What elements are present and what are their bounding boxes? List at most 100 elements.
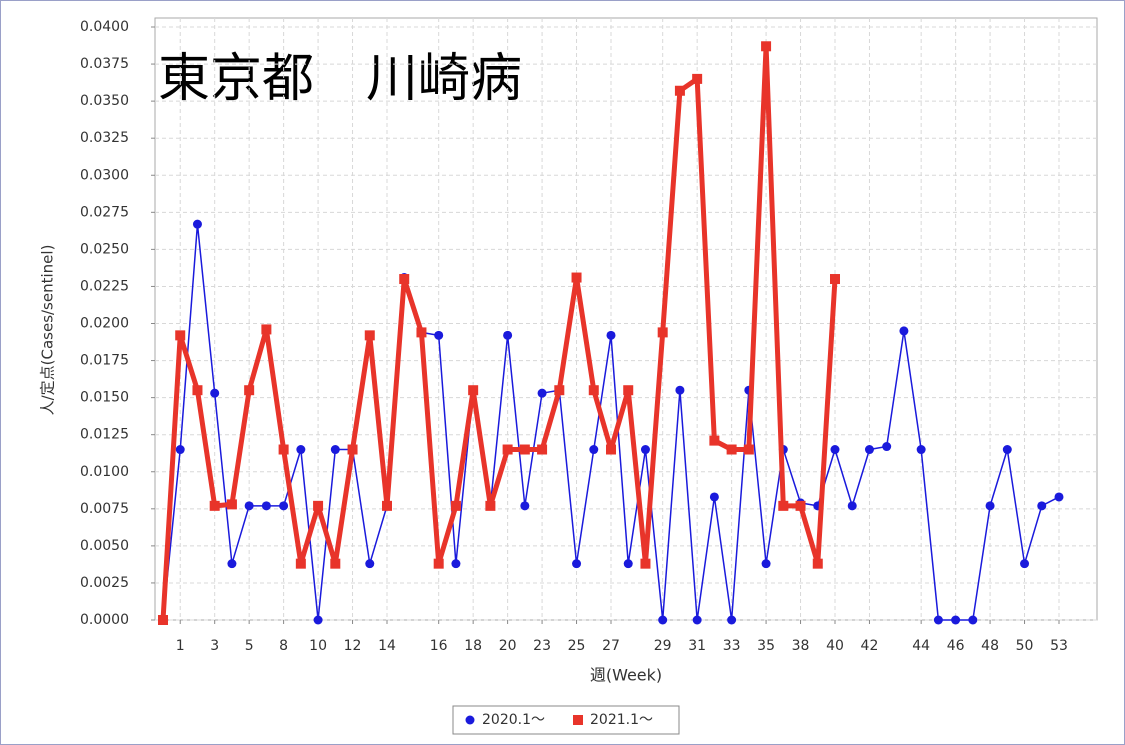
x-tick-label: 40 [826, 638, 844, 654]
marker [1002, 445, 1012, 455]
marker [606, 330, 616, 340]
marker [899, 326, 909, 336]
marker [175, 330, 186, 341]
marker [451, 559, 461, 569]
y-tick-label: 0.0275 [80, 204, 129, 220]
marker [434, 330, 444, 340]
chart-title: 東京都 川崎病 [158, 49, 522, 109]
x-tick-label: 10 [309, 638, 327, 654]
marker [175, 445, 185, 455]
marker [192, 219, 202, 229]
marker [709, 492, 719, 502]
y-tick-label: 0.0225 [80, 278, 129, 294]
marker [330, 445, 340, 455]
marker [572, 559, 582, 569]
marker [778, 500, 789, 511]
marker [985, 501, 995, 511]
marker [864, 445, 874, 455]
y-tick-label: 0.0200 [80, 316, 129, 332]
marker [830, 274, 840, 285]
marker [847, 501, 857, 511]
x-tick-label: 48 [981, 638, 999, 654]
x-tick-label: 46 [947, 638, 965, 654]
marker [968, 615, 978, 625]
y-tick-label: 0.0250 [80, 241, 129, 257]
x-tick-label: 25 [568, 638, 586, 654]
marker [502, 444, 513, 455]
marker [519, 444, 530, 455]
legend [452, 705, 680, 735]
x-tick-label: 23 [533, 638, 551, 654]
marker [951, 615, 961, 625]
x-tick-label: 14 [378, 638, 396, 654]
marker [244, 501, 254, 511]
marker [537, 444, 548, 455]
marker [640, 445, 650, 455]
y-tick-label: 0.0175 [80, 353, 129, 369]
marker [657, 327, 668, 338]
x-tick-label: 8 [279, 638, 288, 654]
marker [743, 444, 754, 455]
marker [399, 274, 410, 285]
marker [554, 385, 565, 396]
marker [261, 501, 271, 511]
x-tick-label: 20 [499, 638, 517, 654]
marker [485, 500, 496, 511]
marker [382, 500, 392, 511]
marker [468, 385, 479, 396]
marker [433, 558, 444, 569]
marker [674, 85, 685, 96]
marker [330, 558, 341, 569]
y-tick-label: 0.0100 [80, 464, 129, 480]
marker [761, 559, 771, 569]
y-tick-label: 0.0125 [80, 427, 129, 443]
marker [1054, 492, 1064, 502]
marker [589, 445, 599, 455]
marker [709, 435, 720, 446]
marker [296, 445, 306, 455]
marker [364, 330, 375, 341]
x-tick-label: 50 [1016, 638, 1034, 654]
x-tick-label: 27 [602, 638, 620, 654]
y-tick-label: 0.0025 [80, 575, 129, 591]
marker [295, 558, 306, 569]
y-tick-label: 0.0000 [80, 612, 129, 628]
legend-label: 2021.1～ [590, 712, 653, 728]
x-tick-label: 16 [430, 638, 448, 654]
y-tick-label: 0.0300 [80, 167, 129, 183]
marker [916, 445, 926, 455]
marker [623, 559, 633, 569]
marker [244, 385, 255, 396]
marker [537, 388, 547, 398]
marker [692, 615, 702, 625]
x-tick-label: 44 [912, 638, 930, 654]
series-line [160, 43, 838, 621]
x-tick-label: 35 [757, 638, 775, 654]
marker [675, 385, 685, 395]
marker [1037, 501, 1047, 511]
x-tick-label: 53 [1050, 638, 1068, 654]
x-tick-label: 42 [861, 638, 879, 654]
marker [227, 559, 237, 569]
x-tick-label: 1 [176, 638, 185, 654]
marker [261, 324, 272, 335]
marker [933, 615, 943, 625]
y-tick-label: 0.0150 [80, 390, 129, 406]
marker [812, 558, 823, 569]
x-tick-label: 29 [654, 638, 672, 654]
marker [520, 501, 530, 511]
legend-marker [465, 715, 475, 725]
x-axis-label: 週(Week) [590, 666, 662, 685]
marker [313, 615, 323, 625]
y-tick-label: 0.0075 [80, 501, 129, 517]
x-tick-label: 3 [210, 638, 219, 654]
y-tick-label: 0.0375 [80, 56, 129, 72]
y-tick-label: 0.0325 [80, 130, 129, 146]
marker [882, 442, 892, 452]
marker [450, 500, 461, 511]
marker [606, 444, 616, 455]
marker [347, 444, 358, 455]
y-tick-label: 0.0050 [80, 538, 129, 554]
marker [210, 388, 220, 398]
